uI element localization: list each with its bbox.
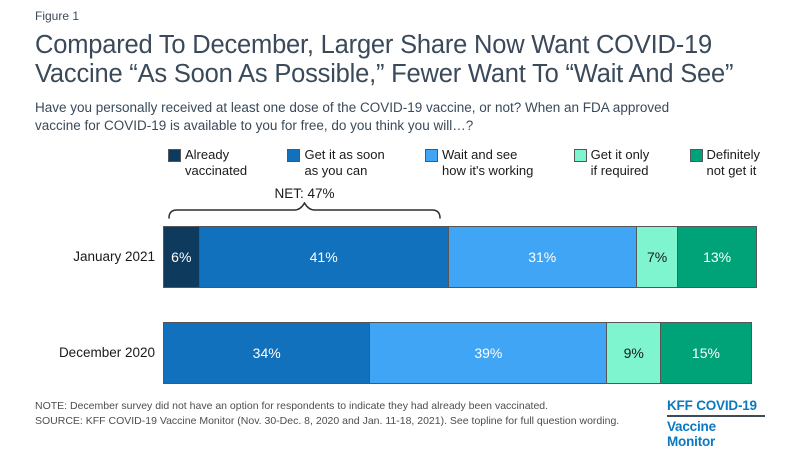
net-label: NET: 47%: [274, 186, 335, 201]
legend-item: Already vaccinated: [168, 147, 247, 179]
legend-item-label: Get it only if required: [590, 147, 650, 178]
logo-line-2: Vaccine Monitor: [667, 419, 716, 449]
legend-swatch-icon: [287, 149, 301, 162]
chart-subtitle: Have you personally received at least on…: [35, 99, 669, 134]
legend-swatch-icon: [425, 149, 438, 162]
kff-logo: KFF COVID-19 Vaccine Monitor: [667, 398, 765, 449]
legend-item-label: Already vaccinated: [185, 147, 248, 178]
chart-title-line-2: Vaccine “As Soon As Possible,” Fewer Wan…: [35, 59, 734, 88]
bar-segment: 34%: [163, 322, 371, 384]
bar-segment: 15%: [660, 322, 752, 384]
bar-segment-label: 39%: [474, 345, 503, 361]
bar-segment: 6%: [163, 226, 200, 288]
chart-title-line-1: Compared To December, Larger Share Now W…: [35, 31, 712, 59]
legend-item-label: Definitely not get it: [706, 147, 760, 178]
bar-segment: 7%: [635, 226, 679, 288]
bar-segment-label: 13%: [703, 249, 732, 265]
row-label: December 2020: [58, 345, 155, 360]
legend-item: Get it only if required: [573, 147, 650, 179]
bar-segment-label: 41%: [309, 249, 338, 265]
logo-divider: [667, 415, 765, 417]
row-label: January 2021: [73, 249, 155, 264]
bar-segment-label: 15%: [691, 345, 720, 361]
chart-subtitle-line-1: Have you personally received at least on…: [35, 100, 670, 115]
bar-segment: 13%: [677, 226, 757, 288]
legend-item-label: Wait and see how it's working: [442, 147, 534, 178]
legend-item: Get it as soon as you can: [287, 147, 385, 179]
bar-segment-label: 6%: [171, 249, 192, 265]
bar-segment: 31%: [447, 226, 637, 288]
bar-segment-label: 34%: [252, 345, 281, 361]
bar-segment-label: 31%: [528, 249, 557, 265]
bar-segment: 39%: [369, 322, 608, 384]
chart-legend: Already vaccinated Get it as soon as you …: [168, 147, 760, 179]
net-brace-icon: [168, 202, 441, 219]
note-text: NOTE: December survey did not have an op…: [35, 400, 549, 412]
stacked-bar: 6% 41% 31% 7% 13%: [163, 226, 757, 288]
legend-swatch-icon: [573, 149, 587, 162]
source-text: SOURCE: KFF COVID-19 Vaccine Monitor (No…: [35, 415, 620, 427]
figure-label: Figure 1: [35, 9, 80, 23]
stacked-bar: 34% 39% 9% 15%: [163, 322, 752, 384]
bar-segment: 9%: [606, 322, 662, 384]
bar-segment: 41%: [198, 226, 449, 288]
chart-subtitle-line-2: vaccine for COVID-19 is available to you…: [35, 117, 474, 133]
chart-notes: NOTE: December survey did not have an op…: [35, 399, 619, 429]
legend-item-label: Get it as soon as you can: [304, 147, 385, 178]
bar-segment-label: 7%: [647, 249, 668, 265]
legend-swatch-icon: [168, 149, 181, 162]
bar-segment-label: 9%: [623, 345, 644, 361]
chart-title: Compared To December, Larger Share Now W…: [35, 31, 733, 88]
legend-item: Wait and see how it's working: [425, 147, 533, 179]
legend-swatch-icon: [689, 149, 703, 162]
logo-line-1: KFF COVID-19: [667, 398, 757, 413]
legend-item: Definitely not get it: [689, 147, 760, 179]
